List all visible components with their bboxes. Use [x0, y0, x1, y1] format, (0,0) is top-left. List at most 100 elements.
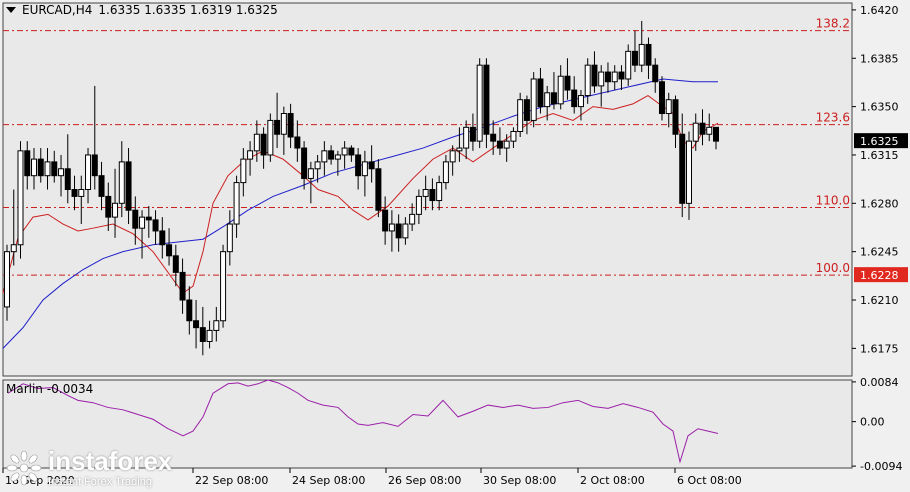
candle-body [17, 150, 24, 246]
candle-body [577, 95, 584, 108]
candle-body [193, 320, 200, 329]
indicator-tick-label: -0.0094 [860, 460, 902, 473]
candle-body [699, 122, 706, 135]
candle-body [361, 161, 368, 177]
chart-header: EURCAD,H4 1.6335 1.6335 1.6319 1.6325 [6, 3, 278, 17]
candle-body [145, 216, 152, 221]
candle-body [409, 213, 416, 225]
candle-body [186, 299, 193, 322]
fib-price-label: 1.6228 [860, 269, 899, 282]
brand-logo: instaforex Instant Forex Trading [6, 448, 172, 488]
candle-body [132, 209, 139, 229]
candle-body [334, 154, 341, 160]
price-tick-label: 1.6350 [860, 101, 899, 114]
candle-body [112, 202, 119, 218]
candle-body [206, 329, 213, 342]
candle-body [166, 244, 173, 257]
candle-body [4, 251, 10, 308]
candle-body [152, 219, 159, 232]
candle-body [436, 182, 443, 202]
ohlc-values: 1.6335 1.6335 1.6319 1.6325 [98, 3, 278, 17]
candle-body [685, 140, 692, 204]
indicator-name: Marlin [6, 382, 43, 396]
candle-body [658, 81, 665, 115]
indicator-plot [7, 379, 719, 464]
candle-body [537, 78, 544, 108]
candle-body [442, 161, 449, 184]
time-tick-label: 22 Sep 08:00 [195, 474, 268, 487]
brand-tagline: Instant Forex Trading [48, 476, 152, 488]
time-tick-label: 6 Oct 08:00 [677, 474, 742, 487]
candle-body [314, 161, 321, 170]
candle-body [469, 126, 476, 142]
marlin-line [7, 379, 719, 464]
candle-body [449, 150, 456, 163]
current-price-label: 1.6325 [860, 135, 899, 148]
candle-body [375, 168, 382, 211]
candle-body [368, 161, 375, 170]
indicator-tick-label: 0.0084 [860, 376, 899, 389]
candle-body [260, 133, 267, 156]
candle-body [105, 195, 112, 218]
candle-body [139, 216, 146, 229]
candle-body [652, 64, 659, 83]
price-tick-label: 1.6385 [860, 52, 899, 65]
candle-body [530, 78, 537, 121]
candle-body [645, 43, 652, 66]
candle-body [665, 99, 672, 115]
price-tick-label: 1.6175 [860, 342, 899, 355]
brand-name: instaforex [48, 446, 173, 476]
candle-body [571, 89, 578, 108]
candle-body [253, 133, 260, 152]
candle-body [71, 189, 78, 197]
candle-body [91, 154, 98, 177]
candle-body [415, 195, 422, 215]
current-price-tag [854, 133, 908, 149]
candle-body [557, 75, 564, 105]
indicator-axis: 0.0084 0.00 -0.0094 [852, 376, 902, 473]
candle-body [611, 71, 618, 83]
candle-body [631, 50, 638, 66]
candle-body [199, 327, 206, 342]
candle-body [31, 158, 38, 177]
candle-body [247, 150, 254, 160]
candle-body [78, 189, 85, 197]
candle-body [395, 223, 402, 239]
candle-body [706, 126, 713, 135]
time-tick-label: 24 Sep 08:00 [292, 474, 365, 487]
candle-body [287, 113, 294, 138]
candle-body [564, 75, 571, 91]
candle-body [10, 244, 17, 253]
price-tick-label: 1.6245 [860, 246, 899, 259]
candle-body [625, 50, 632, 80]
candle-body [355, 154, 362, 177]
candle-body [713, 126, 719, 142]
candle-body [429, 189, 436, 202]
candle-body [328, 150, 335, 160]
candle-body [125, 161, 132, 211]
candle-body [24, 150, 31, 177]
price-axis: 1.6420 1.6385 1.6350 1.6315 1.6280 1.6245 1.62… [852, 4, 908, 355]
candle-body [179, 271, 186, 301]
candle-body [226, 223, 233, 253]
candle-body [44, 161, 51, 177]
price-tick-label: 1.6210 [860, 294, 899, 307]
candle-body [118, 161, 125, 204]
candle-body [307, 168, 314, 179]
candle-body [483, 64, 490, 135]
candle-body [240, 158, 247, 184]
candle-body [274, 119, 281, 135]
candle-body [402, 223, 409, 239]
candle-body [85, 154, 92, 191]
indicator-value: -0.0034 [46, 382, 94, 396]
candle-body [490, 133, 497, 142]
candle-body [301, 147, 308, 179]
candle-body [321, 150, 328, 163]
dropdown-triangle-icon[interactable] [6, 7, 16, 13]
instaforex-logo-icon [6, 450, 42, 486]
candle-body [267, 119, 274, 156]
candle-body [233, 182, 240, 225]
candle-body [422, 189, 429, 197]
candle-body [544, 92, 551, 108]
